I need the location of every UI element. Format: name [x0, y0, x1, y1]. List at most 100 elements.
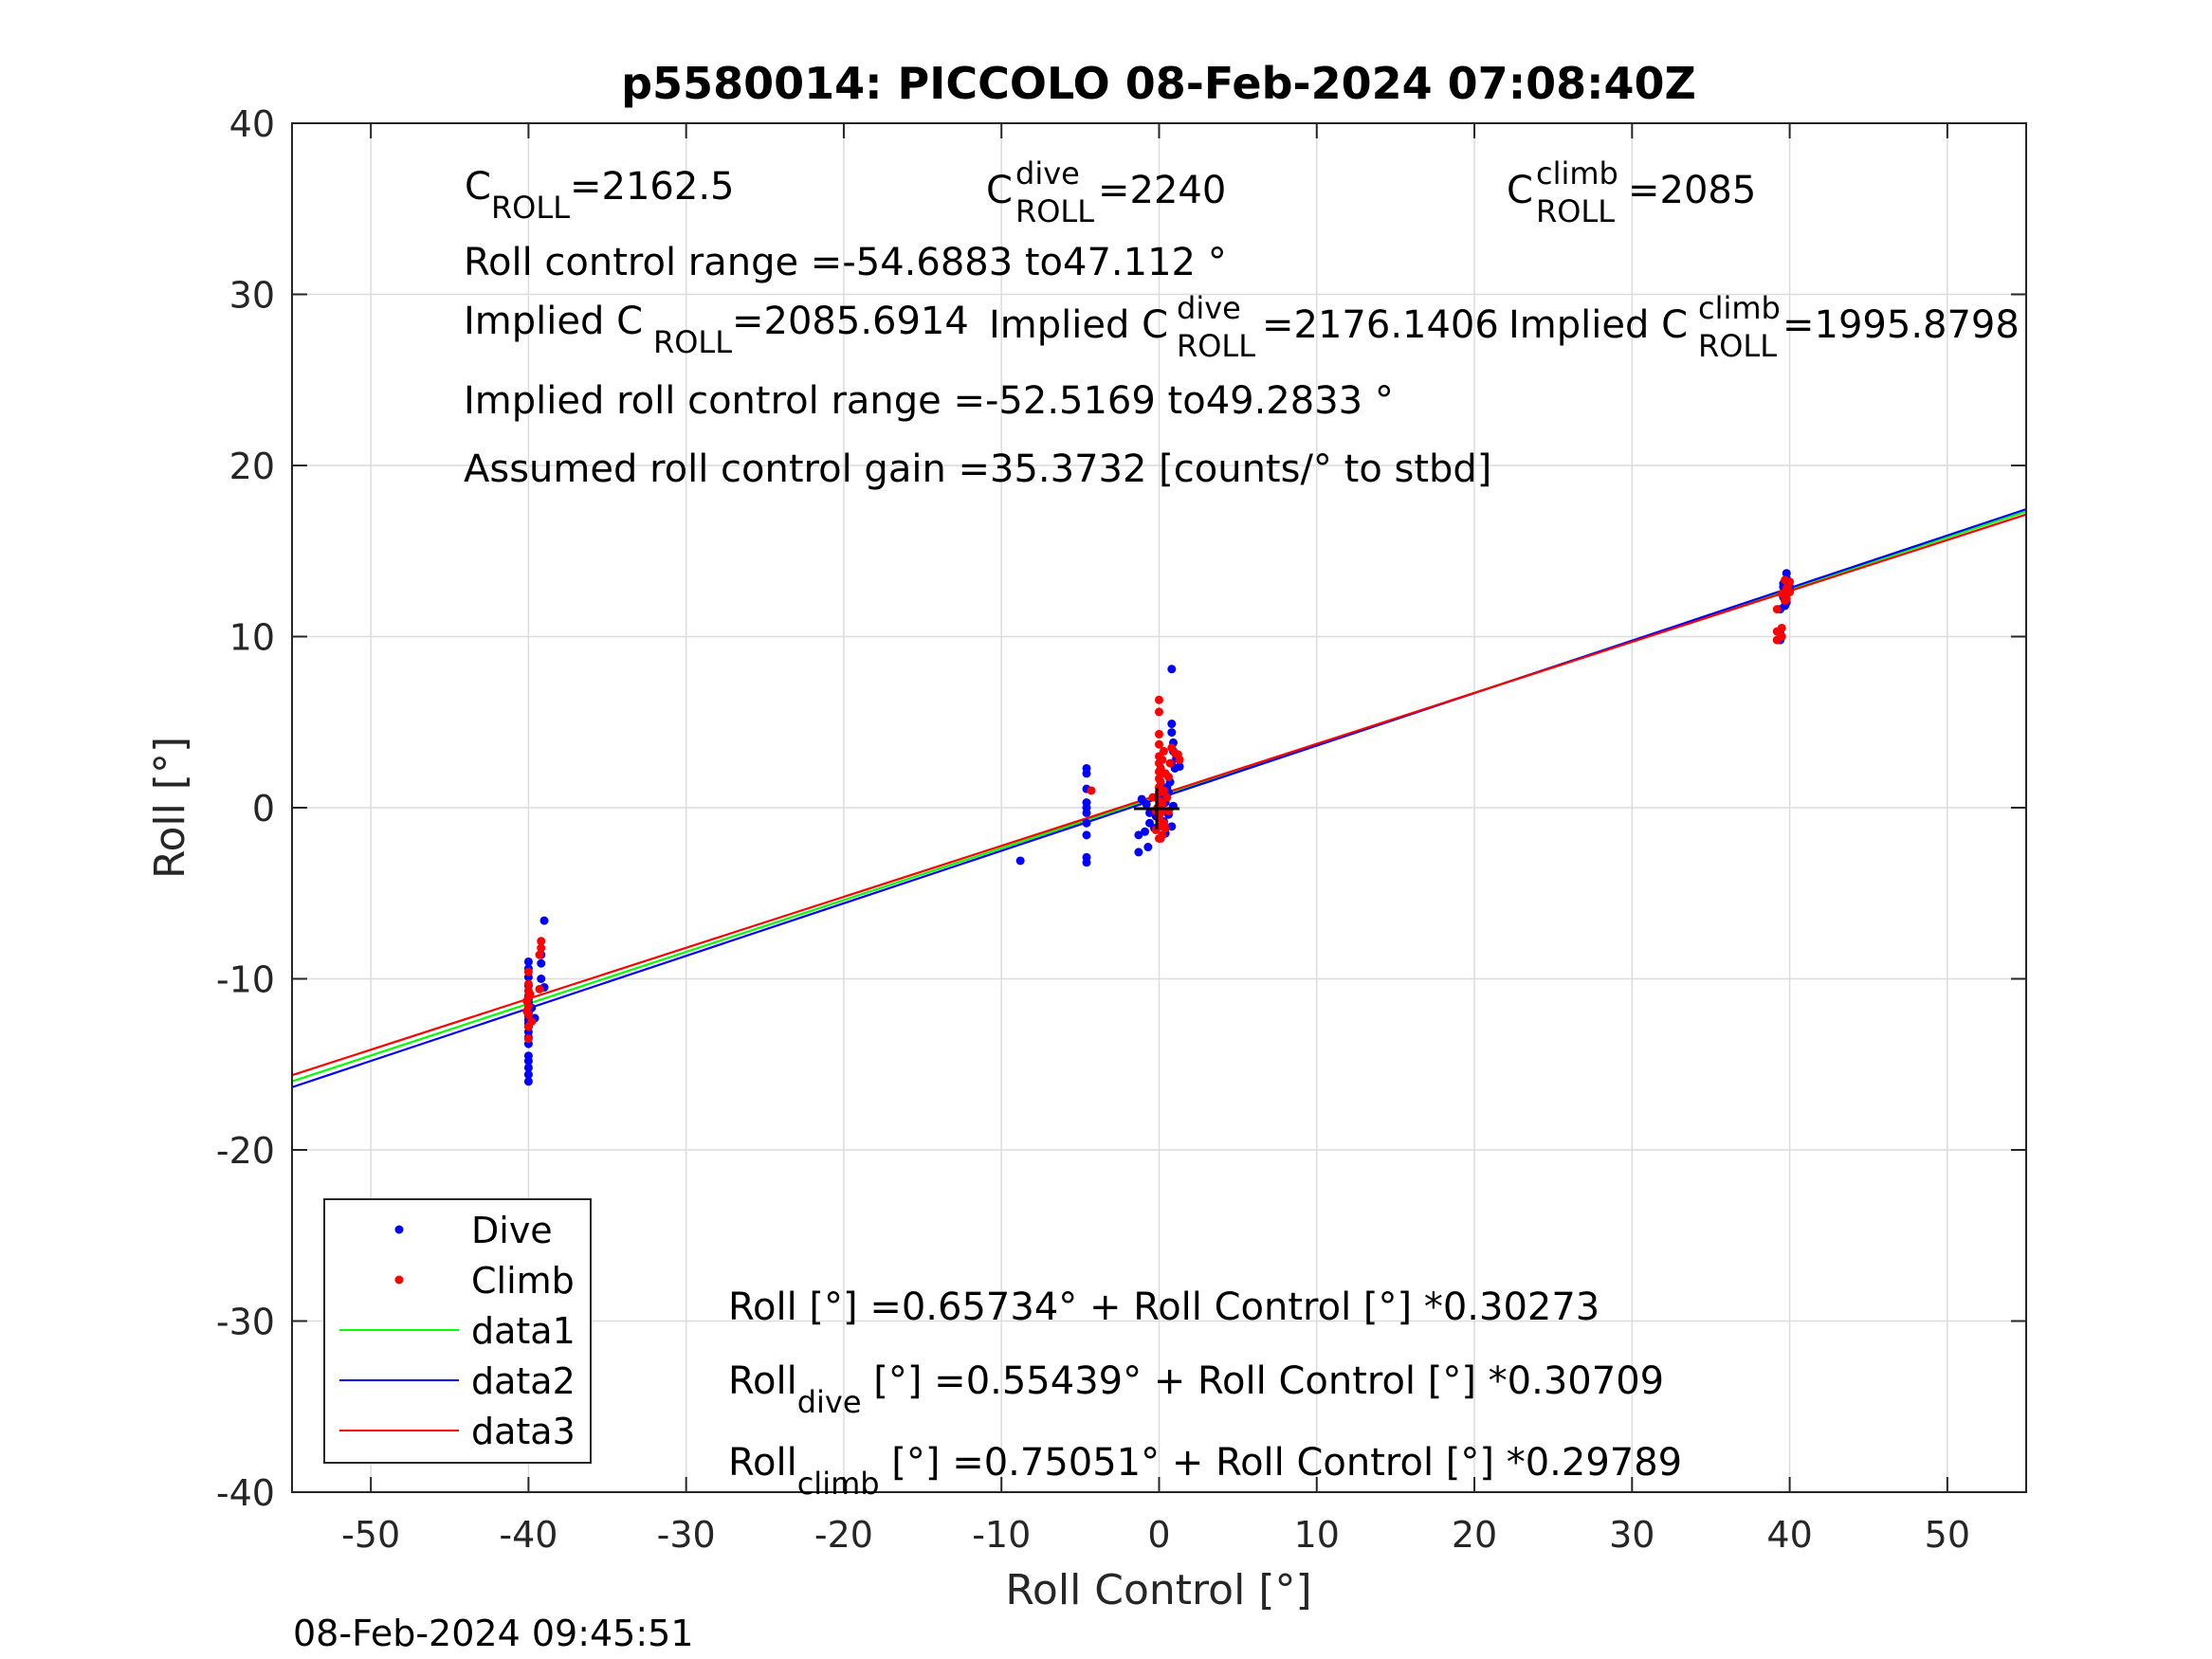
gain-annotation: Assumed roll control gain =35.3732 [coun…: [464, 447, 1491, 491]
implied-c-roll-climb-annotation: Implied C climb ROLL =1995.8798: [1508, 290, 2020, 364]
dive-point: [1167, 728, 1177, 738]
x-tick-label: -50: [341, 1514, 400, 1556]
climb-point: [1087, 786, 1096, 795]
x-tick-label: -10: [972, 1514, 1031, 1556]
legend-climb-label: Climb: [471, 1260, 575, 1302]
svg-text:climb: climb: [1698, 290, 1781, 326]
climb-point: [535, 984, 544, 994]
dive-point: [1175, 762, 1184, 772]
climb-point: [1163, 773, 1173, 782]
c-roll-climb-annotation: C climb ROLL =2085: [1507, 155, 1756, 229]
dive-point: [1141, 827, 1150, 836]
axis-ticks: [292, 122, 2026, 1493]
svg-text:ROLL: ROLL: [1536, 193, 1615, 229]
dive-point: [1082, 858, 1091, 867]
y-tick-label: 40: [229, 103, 275, 145]
dive-point: [1082, 830, 1091, 840]
equation-all: Roll [°] =0.65734° + Roll Control [°] *0…: [728, 1285, 1600, 1329]
legend-climb-marker: [394, 1275, 404, 1285]
x-tick-label: 10: [1294, 1514, 1340, 1556]
climb-point: [1156, 833, 1165, 843]
legend-dive-label: Dive: [471, 1210, 553, 1251]
y-tick-label: -40: [216, 1472, 275, 1514]
dive-point: [537, 975, 546, 983]
dive-point: [1134, 848, 1143, 857]
climb-point: [1162, 793, 1172, 802]
dive-point: [523, 1063, 533, 1072]
equation-climb: Rollclimb [°] =0.75051° + Roll Control […: [728, 1441, 1682, 1502]
climb-point: [537, 943, 546, 953]
svg-text:=2240: =2240: [1098, 169, 1226, 212]
dive-point: [523, 957, 533, 966]
climb-point: [1155, 729, 1163, 738]
climb-point: [1155, 695, 1163, 704]
climb-point: [1159, 746, 1168, 756]
y-tick-label: 0: [252, 788, 275, 830]
svg-text:dive: dive: [1177, 290, 1241, 326]
svg-text:C: C: [1507, 169, 1533, 212]
y-tick-label: -20: [216, 1130, 275, 1172]
dive-point: [1082, 808, 1091, 817]
climb-point: [1159, 786, 1168, 795]
dive-point: [1142, 799, 1151, 809]
climb-point: [1155, 707, 1163, 717]
chart-title: p5580014: PICCOLO 08-Feb-2024 07:08:40Z: [621, 58, 1696, 109]
climb-point: [1785, 577, 1795, 587]
x-tick-label: 30: [1609, 1514, 1654, 1556]
climb-point: [1155, 739, 1163, 749]
c-roll-annotation: CROLL=2162.5: [465, 165, 735, 226]
tick-labels: -50 -40 -30 -20 -10 0 10 20 30 40 50 -40 -30 -20 -10 0 1…: [216, 103, 1970, 1556]
legend-data3-label: data3: [471, 1411, 576, 1452]
dive-point: [539, 916, 549, 925]
climb-point: [522, 1007, 532, 1016]
climb-point: [1161, 824, 1170, 833]
climb-point: [1175, 755, 1184, 764]
svg-text:ROLL: ROLL: [1698, 328, 1777, 364]
dive-point: [1082, 818, 1091, 828]
svg-text:Implied C: Implied C: [989, 303, 1168, 347]
c-roll-dive-annotation: C dive ROLL =2240: [986, 155, 1226, 229]
svg-text:ROLL: ROLL: [1177, 328, 1255, 364]
x-tick-label: -30: [657, 1514, 716, 1556]
origin-marker: [1134, 788, 1179, 830]
implied-c-roll-dive-annotation: Implied C dive ROLL =2176.1406: [989, 290, 1499, 364]
implied-range-annotation: Implied roll control range =-52.5169 to4…: [464, 379, 1394, 423]
dive-point: [1143, 843, 1153, 852]
dive-point: [523, 1077, 533, 1086]
dive-point: [1015, 856, 1025, 866]
x-tick-label: 0: [1147, 1514, 1170, 1556]
svg-text:ROLL: ROLL: [1015, 193, 1094, 229]
svg-text:ROLL: ROLL: [653, 324, 732, 360]
dive-point: [523, 1070, 533, 1080]
svg-text:C: C: [986, 169, 1013, 212]
dive-point: [537, 958, 546, 968]
legend: Dive Climb data1 data2 data3: [323, 1198, 592, 1464]
svg-text:dive: dive: [1015, 155, 1080, 191]
svg-text:=1995.8798: =1995.8798: [1782, 303, 2020, 347]
legend-dive-marker: [394, 1225, 404, 1234]
climb-point: [1785, 588, 1795, 597]
dive-point: [523, 1051, 533, 1061]
x-tick-label: 20: [1452, 1514, 1497, 1556]
y-axis-label: Roll [°]: [146, 737, 194, 879]
dive-point: [1134, 830, 1143, 840]
climb-point: [527, 1017, 537, 1027]
climb-point: [1165, 758, 1175, 768]
y-tick-label: 30: [229, 275, 275, 317]
plot-frame: [291, 122, 2027, 1493]
climb-point: [525, 990, 535, 999]
climb-point: [1158, 755, 1167, 764]
climb-point: [523, 979, 533, 989]
implied-c-roll-annotation: Implied C ROLL =2085.6914: [464, 300, 969, 360]
svg-text:Implied C: Implied C: [1508, 303, 1688, 347]
svg-text:Implied C: Implied C: [464, 300, 643, 343]
climb-point: [1777, 623, 1786, 632]
x-tick-label: -20: [814, 1514, 873, 1556]
y-tick-label: 20: [229, 446, 275, 487]
equation-dive: Rolldive [°] =0.55439° + Roll Control [°…: [728, 1359, 1664, 1420]
climb-point: [1148, 793, 1158, 802]
y-tick-label: -10: [216, 959, 275, 1001]
y-tick-label: 10: [229, 617, 275, 659]
svg-text:climb: climb: [1536, 155, 1618, 191]
